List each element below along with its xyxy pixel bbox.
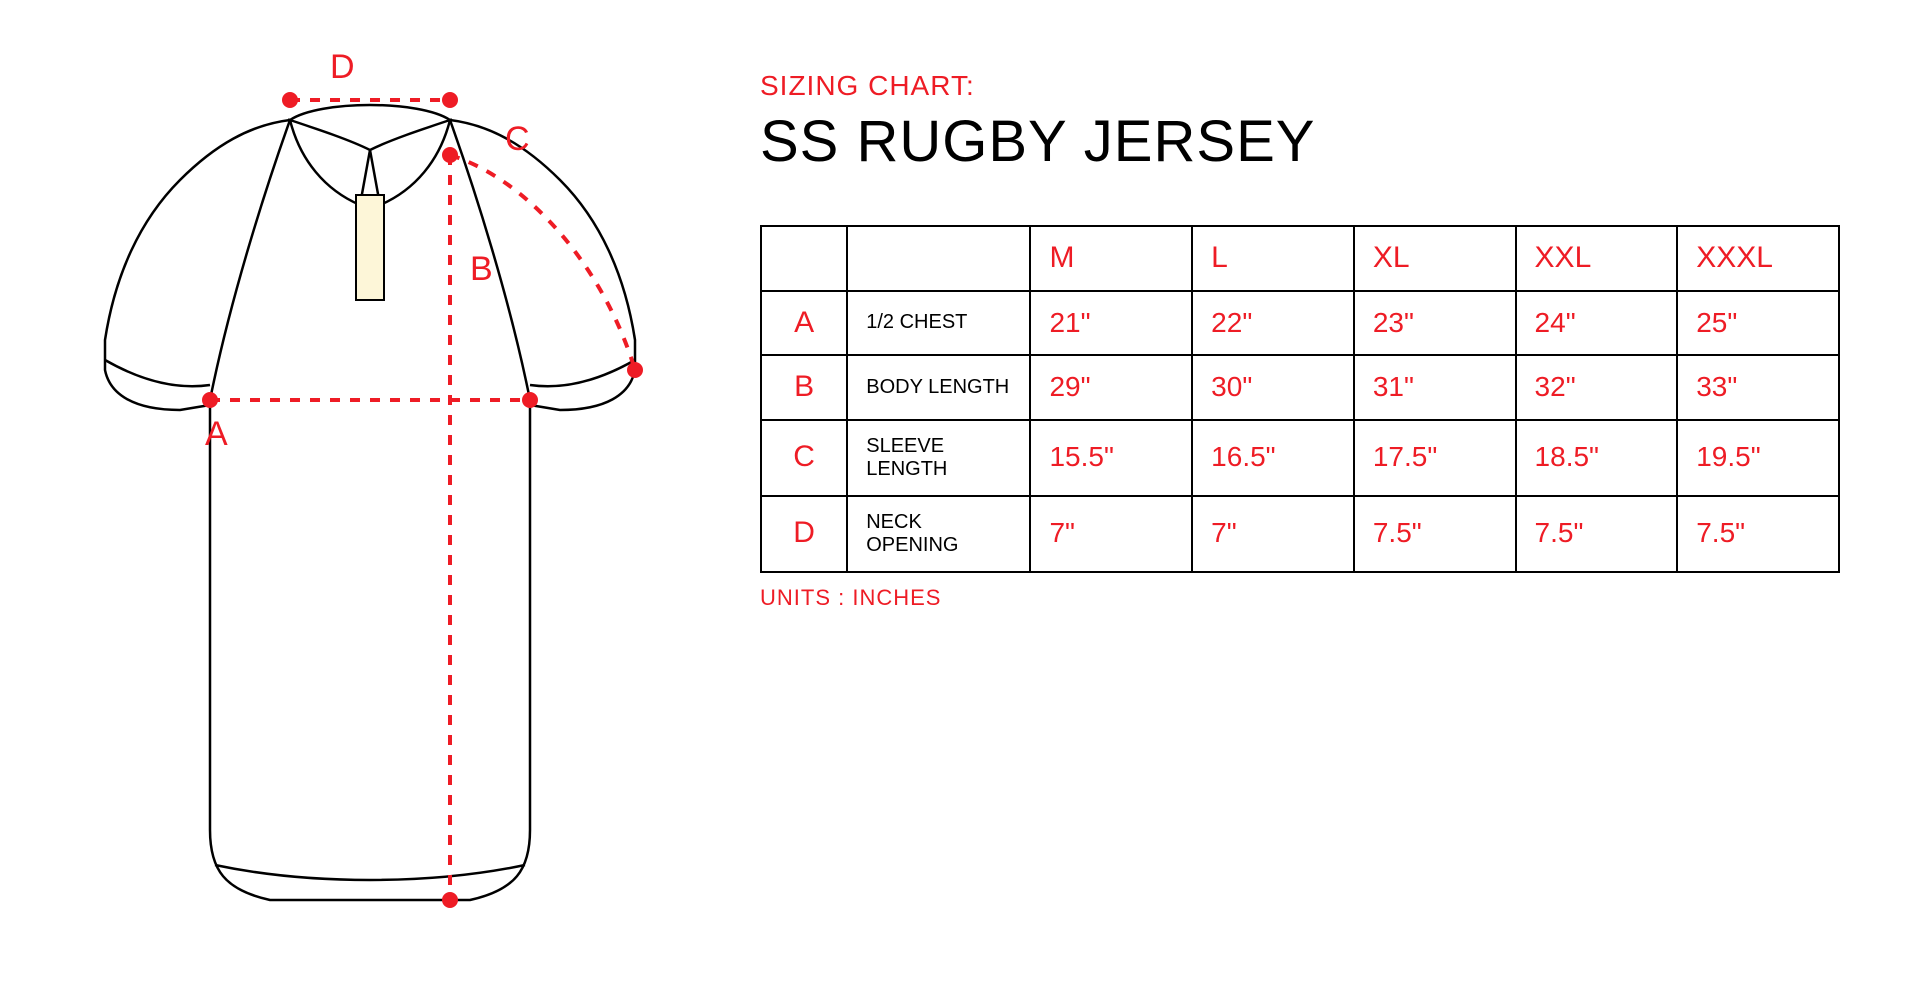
row-name: 1/2 CHEST [847,291,1030,356]
row-key: D [761,496,847,572]
jersey-svg [60,40,680,940]
table-header-row: M L XL XXL XXXL [761,226,1839,291]
dim-label-d: D [330,48,355,87]
table-row: A 1/2 CHEST 21" 22" 23" 24" 25" [761,291,1839,356]
row-val: 15.5" [1030,420,1192,496]
row-val: 7.5" [1516,496,1678,572]
row-name: BODY LENGTH [847,355,1030,420]
dim-label-c: C [505,120,530,159]
size-header: XL [1354,226,1516,291]
row-val: 24" [1516,291,1678,356]
row-val: 23" [1354,291,1516,356]
chart-title: SS RUGBY JERSEY [760,108,1859,175]
row-name: SLEEVE LENGTH [847,420,1030,496]
size-table: M L XL XXL XXXL A 1/2 CHEST 21" 22" 23" … [760,225,1840,573]
row-val: 32" [1516,355,1678,420]
header-blank-1 [761,226,847,291]
row-name: NECK OPENING [847,496,1030,572]
row-val: 7.5" [1677,496,1839,572]
units-note: UNITS : INCHES [760,585,1859,611]
row-val: 30" [1192,355,1354,420]
row-val: 22" [1192,291,1354,356]
table-row: C SLEEVE LENGTH 15.5" 16.5" 17.5" 18.5" … [761,420,1839,496]
size-header: XXL [1516,226,1678,291]
jersey-outline [105,105,635,900]
row-val: 19.5" [1677,420,1839,496]
row-val: 33" [1677,355,1839,420]
row-key: C [761,420,847,496]
header-blank-2 [847,226,1030,291]
row-val: 31" [1354,355,1516,420]
row-val: 7" [1192,496,1354,572]
row-val: 29" [1030,355,1192,420]
row-val: 21" [1030,291,1192,356]
row-val: 7.5" [1354,496,1516,572]
size-header: M [1030,226,1192,291]
row-val: 16.5" [1192,420,1354,496]
table-row: B BODY LENGTH 29" 30" 31" 32" 33" [761,355,1839,420]
chart-label: SIZING CHART: [760,70,1859,102]
row-key: A [761,291,847,356]
row-val: 7" [1030,496,1192,572]
dim-label-b: B [470,250,493,289]
size-header: L [1192,226,1354,291]
dim-label-a: A [205,415,228,454]
page-container: D C B A SIZING CHART: SS RUGBY JERSEY M … [0,0,1919,996]
jersey-diagram: D C B A [60,40,680,940]
info-panel: SIZING CHART: SS RUGBY JERSEY M L XL XXL… [680,40,1859,611]
row-val: 17.5" [1354,420,1516,496]
row-val: 25" [1677,291,1839,356]
size-header: XXXL [1677,226,1839,291]
row-val: 18.5" [1516,420,1678,496]
row-key: B [761,355,847,420]
table-row: D NECK OPENING 7" 7" 7.5" 7.5" 7.5" [761,496,1839,572]
dimension-lines [202,92,643,908]
